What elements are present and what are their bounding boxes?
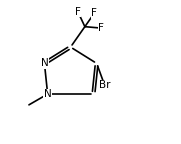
Text: N: N (41, 58, 48, 68)
Text: Br: Br (99, 80, 110, 90)
Text: N: N (44, 89, 52, 99)
Text: F: F (75, 7, 81, 17)
Text: F: F (98, 23, 104, 33)
Text: F: F (91, 8, 97, 18)
